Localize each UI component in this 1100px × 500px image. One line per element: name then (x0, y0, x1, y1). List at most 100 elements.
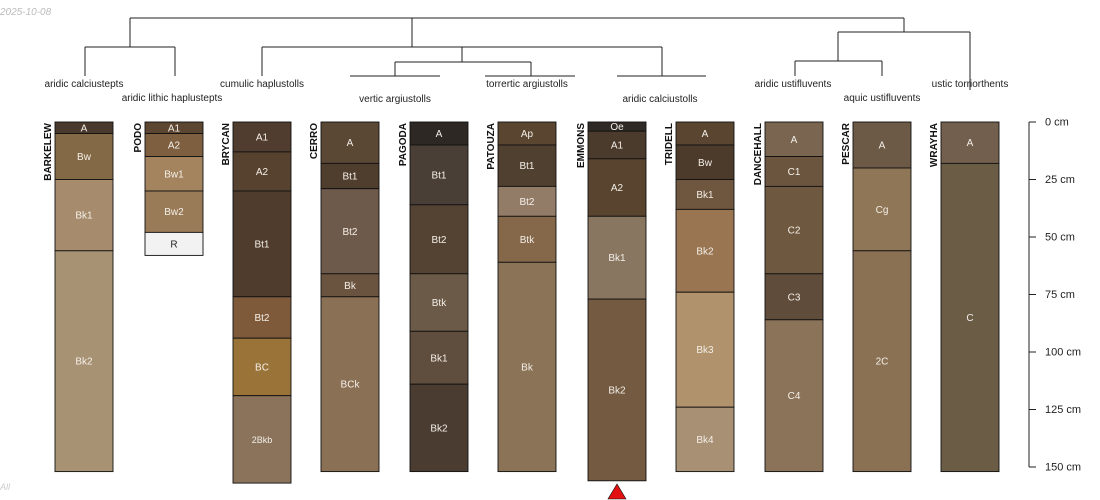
axis-tick-label: 125 cm (1045, 404, 1081, 416)
horizon-rect (587, 298, 647, 482)
horizon-rect (409, 273, 469, 332)
horizon-rect (232, 190, 292, 298)
profile-pagoda: A Bt1 Bt2 Btk Bk1 Bk2 PAGODA (398, 121, 469, 473)
horizon-label: A1 (256, 132, 269, 143)
horizon-rect (409, 383, 469, 473)
profile-cerro: A Bt1 Bt2 Bk BCk CERRO (309, 121, 380, 473)
horizon-rect (409, 144, 469, 206)
horizon: C4 (764, 319, 824, 473)
horizon-rect (232, 337, 292, 397)
profile-name: BRYCAN (221, 123, 232, 165)
horizon-rect (764, 156, 824, 187)
corner-label: All (0, 482, 11, 492)
horizon: Bw1 (144, 156, 204, 192)
horizon-label: Bt1 (431, 170, 446, 181)
horizon-rect (940, 162, 1000, 473)
horizon: A (852, 121, 912, 169)
horizon: R (144, 231, 204, 256)
horizon-rect (232, 151, 292, 192)
horizon: C2 (764, 185, 824, 275)
horizon-rect (764, 273, 824, 321)
horizon-rect (852, 167, 912, 252)
horizon: Bt1 (497, 144, 557, 187)
horizon-label: C (966, 313, 973, 324)
horizon-rect (587, 158, 647, 217)
taxon-label: vertic argiustolls (359, 94, 431, 105)
horizon-label: R (170, 239, 177, 250)
horizon-label: A1 (611, 141, 624, 152)
horizon-rect (144, 156, 204, 192)
horizon: BC (232, 337, 292, 397)
taxon-label: aridic ustifluvents (755, 79, 832, 90)
horizon: Bk (497, 261, 557, 473)
horizon-rect (232, 296, 292, 339)
horizon-label: Bk2 (75, 357, 93, 368)
horizon-label: A2 (256, 167, 269, 178)
horizon-rect (320, 188, 380, 275)
horizon: Bk2 (675, 208, 735, 293)
horizon-label: Bk (521, 362, 534, 373)
horizon-rect (320, 296, 380, 473)
profile-patouza: Ap Bt1 Bt2 Btk Bk PATOUZA (486, 121, 557, 473)
profile-tridell: A Bw Bk1 Bk2 Bk3 Bk4 TRIDELL (664, 121, 735, 473)
horizon: Bt2 (497, 185, 557, 217)
horizon-rect (54, 179, 114, 252)
profile-pescar: A Cg 2C PESCAR (841, 121, 912, 473)
horizon-label: C4 (788, 391, 801, 402)
profile-name: WRAYHA (929, 123, 940, 167)
horizon-label: Bk3 (696, 345, 714, 356)
horizon: A2 (587, 158, 647, 217)
horizon-rect (675, 144, 735, 180)
horizon: Bt2 (409, 204, 469, 275)
horizon: Bk1 (675, 179, 735, 210)
horizon-label: A2 (611, 183, 624, 194)
horizon-rect (675, 179, 735, 210)
horizon-label: C1 (788, 167, 801, 178)
horizon-label: Bt1 (254, 239, 269, 250)
profile-name: EMMONS (576, 123, 587, 168)
horizon-rect (764, 319, 824, 473)
taxon-label: aridic calciustepts (45, 79, 124, 90)
horizon-label: Bk1 (608, 253, 626, 264)
profile-barkelew: A Bw Bk1 Bk2 BARKELEW (43, 121, 114, 473)
depth-axis: 0 cm 25 cm 50 cm 75 cm 100 cm 125 cm 150 cm (1028, 117, 1081, 474)
horizon: A (54, 121, 114, 134)
horizon-label: Bw (77, 152, 92, 163)
horizon: 2Bkb (232, 395, 292, 484)
profile-name: TRIDELL (664, 123, 675, 165)
horizon-label: 2Bkb (252, 435, 273, 445)
profile-dancehall: A C1 C2 C3 C4 DANCEHALL (753, 121, 824, 473)
horizon-label: Cg (876, 205, 889, 216)
horizon: A2 (144, 133, 204, 157)
horizon-rect (587, 130, 647, 160)
taxa-labels: aridic calciustepts aridic lithic haplust… (45, 79, 1009, 105)
horizon: A (675, 121, 735, 146)
taxon-label: aridic lithic haplustepts (122, 93, 223, 104)
horizon: Bw (675, 144, 735, 180)
horizon-rect (497, 261, 557, 473)
horizon-rect (764, 185, 824, 275)
horizon: Bk2 (409, 383, 469, 473)
horizon: BCk (320, 296, 380, 473)
horizon: Bk1 (587, 215, 647, 300)
horizon-rect (144, 190, 204, 233)
horizon-rect (852, 250, 912, 473)
axis-tick-label: 75 cm (1045, 289, 1075, 301)
horizon-label: A (436, 129, 443, 140)
horizon: A1 (587, 130, 647, 160)
axis-tick-label: 100 cm (1045, 347, 1081, 359)
taxon-label: cumulic haplustolls (220, 79, 304, 90)
horizon: Btk (409, 273, 469, 332)
horizon-label: Bk2 (608, 385, 626, 396)
horizon: Bt2 (320, 188, 380, 275)
horizon-label: A (791, 135, 798, 146)
horizon-label: Btk (432, 298, 447, 309)
horizon-label: Bk2 (430, 423, 448, 434)
horizon-rect (409, 204, 469, 275)
taxon-label: aridic calciustolls (622, 94, 697, 105)
horizon-label: C2 (788, 226, 801, 237)
horizon-rect (852, 121, 912, 169)
horizon-label: A2 (168, 141, 181, 152)
horizon-label: Bw2 (164, 207, 184, 218)
horizon: Bk1 (409, 330, 469, 385)
